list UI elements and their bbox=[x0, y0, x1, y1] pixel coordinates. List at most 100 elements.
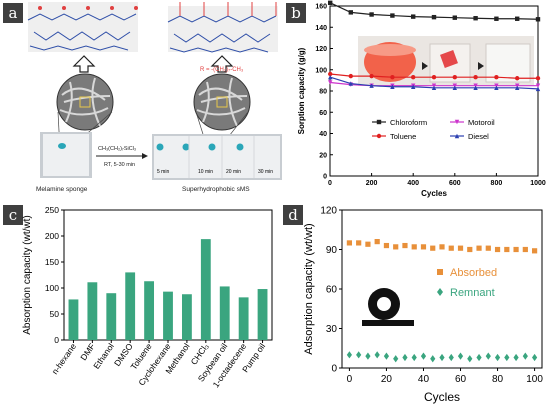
legend-label: Absorbed bbox=[450, 267, 497, 279]
data-point bbox=[430, 355, 436, 363]
x-tick-label: 0 bbox=[347, 374, 353, 385]
data-point bbox=[439, 353, 445, 362]
data-point bbox=[535, 83, 541, 88]
data-point bbox=[494, 246, 501, 253]
time-label: 20 min bbox=[226, 169, 241, 175]
data-point bbox=[431, 85, 437, 91]
data-point bbox=[485, 245, 491, 251]
y-tick-label: 0 bbox=[54, 335, 59, 345]
legend-marker bbox=[437, 269, 443, 275]
data-point bbox=[411, 84, 416, 89]
bar bbox=[68, 299, 79, 340]
time-label: 30 min bbox=[258, 169, 273, 175]
x-tick-label: 60 bbox=[455, 374, 467, 385]
data-point bbox=[374, 351, 380, 359]
y-tick-label: 50 bbox=[50, 309, 60, 319]
data-point bbox=[390, 74, 395, 80]
data-point bbox=[430, 245, 436, 251]
data-point bbox=[328, 71, 333, 77]
legend-label: Toluene bbox=[390, 132, 416, 141]
x-tick-label: 20 bbox=[381, 374, 393, 385]
data-point bbox=[494, 74, 499, 80]
panel-label-d: d bbox=[283, 205, 303, 225]
y-tick-label: 160 bbox=[315, 4, 327, 11]
reaction-arrow-icon bbox=[96, 153, 148, 159]
legend-marker bbox=[376, 119, 382, 125]
data-point bbox=[346, 351, 353, 359]
y-axis-label: Absorption capacity (wt/wt) bbox=[22, 215, 33, 335]
data-point bbox=[365, 241, 371, 247]
data-point bbox=[494, 85, 499, 91]
legend-label: Motoroil bbox=[468, 118, 495, 127]
chart-c-absorption-capacity: 0 50 100 150 200 250 Absorption capacity (wt/w… bbox=[22, 205, 273, 389]
x-tick-label: 200 bbox=[366, 180, 378, 187]
y-tick-label: 60 bbox=[326, 285, 338, 296]
x-tick-label: 80 bbox=[492, 374, 504, 385]
y-tick-label: 90 bbox=[326, 245, 338, 256]
time-label: 5 min bbox=[157, 169, 169, 175]
legend: Absorbed Remnant bbox=[437, 267, 497, 299]
data-point bbox=[504, 246, 510, 253]
data-point bbox=[402, 242, 408, 249]
data-point bbox=[513, 246, 519, 253]
panel-a-schematic: R = -(CH₂)₇-CH₃ CH₃(CH₂)₇SiCl₃ RT, 5-30 … bbox=[27, 2, 282, 193]
data-point bbox=[531, 353, 538, 362]
chart-d-adsorption-capacity: 0 30 60 90 120 0 20 40 60 80 100 Cycles Adsorption c… bbox=[303, 206, 543, 405]
time-labels: 5 min 10 min 20 min 30 min bbox=[157, 169, 273, 175]
legend-label: Diesel bbox=[468, 132, 489, 141]
r-group-formula: R = -(CH₂)₇-CH₃ bbox=[200, 67, 244, 73]
x-tick-label: 0 bbox=[328, 180, 332, 187]
chart-b-sorption-capacity: 0 20 40 60 80 100 120 140 160 0 200 400 600 800 1000 Cy… bbox=[297, 0, 546, 198]
y-tick-label: 120 bbox=[315, 46, 327, 53]
data-point bbox=[402, 353, 408, 362]
x-tick-label: 400 bbox=[407, 180, 419, 187]
reagent-label: CH₃(CH₂)₇SiCl₃ bbox=[98, 146, 136, 152]
data-point bbox=[393, 355, 399, 363]
x-axis-label: Cycles bbox=[421, 189, 447, 198]
data-point bbox=[411, 14, 416, 19]
inset-photo-beakers bbox=[358, 36, 534, 86]
right-functionalized-structure bbox=[167, 2, 278, 53]
panel-label-b: b bbox=[286, 3, 306, 23]
y-tick-label: 150 bbox=[45, 257, 59, 267]
bar bbox=[144, 281, 155, 340]
data-point bbox=[448, 245, 454, 251]
data-point bbox=[476, 353, 482, 362]
data-point bbox=[383, 352, 390, 360]
data-point bbox=[467, 246, 473, 253]
up-arrow-icon bbox=[210, 55, 234, 73]
data-point bbox=[522, 352, 528, 360]
data-point bbox=[346, 240, 353, 246]
x-tick-label: 800 bbox=[491, 180, 503, 187]
data-point bbox=[393, 244, 399, 250]
data-point bbox=[420, 244, 427, 250]
legend-marker bbox=[454, 119, 460, 125]
y-tick-label: 140 bbox=[315, 25, 327, 32]
data-point bbox=[411, 353, 417, 362]
legend-marker bbox=[454, 133, 460, 139]
right-sem-image bbox=[193, 73, 251, 131]
data-point bbox=[515, 76, 520, 81]
time-label: 10 min bbox=[198, 169, 213, 175]
bar bbox=[87, 282, 98, 340]
data-point bbox=[535, 17, 541, 22]
data-point bbox=[473, 16, 478, 21]
data-point bbox=[448, 353, 454, 362]
bar bbox=[238, 297, 249, 340]
melamine-sponge-caption: Melamine sponge bbox=[36, 186, 88, 193]
y-tick-label: 80 bbox=[319, 89, 327, 96]
data-point bbox=[374, 239, 380, 245]
bar bbox=[200, 239, 211, 340]
data-point bbox=[439, 244, 445, 250]
data-point bbox=[369, 12, 374, 17]
x-tick-label: 1000 bbox=[530, 180, 546, 187]
x-axis-label: Cycles bbox=[424, 390, 460, 404]
data-point bbox=[348, 73, 353, 79]
data-point bbox=[348, 81, 353, 86]
data-point bbox=[494, 353, 501, 362]
data-point bbox=[457, 245, 464, 251]
data-point bbox=[504, 353, 510, 362]
data-point bbox=[348, 10, 353, 15]
data-point bbox=[452, 74, 457, 80]
y-axis-label: Sorption capacity (g/g) bbox=[297, 47, 306, 134]
